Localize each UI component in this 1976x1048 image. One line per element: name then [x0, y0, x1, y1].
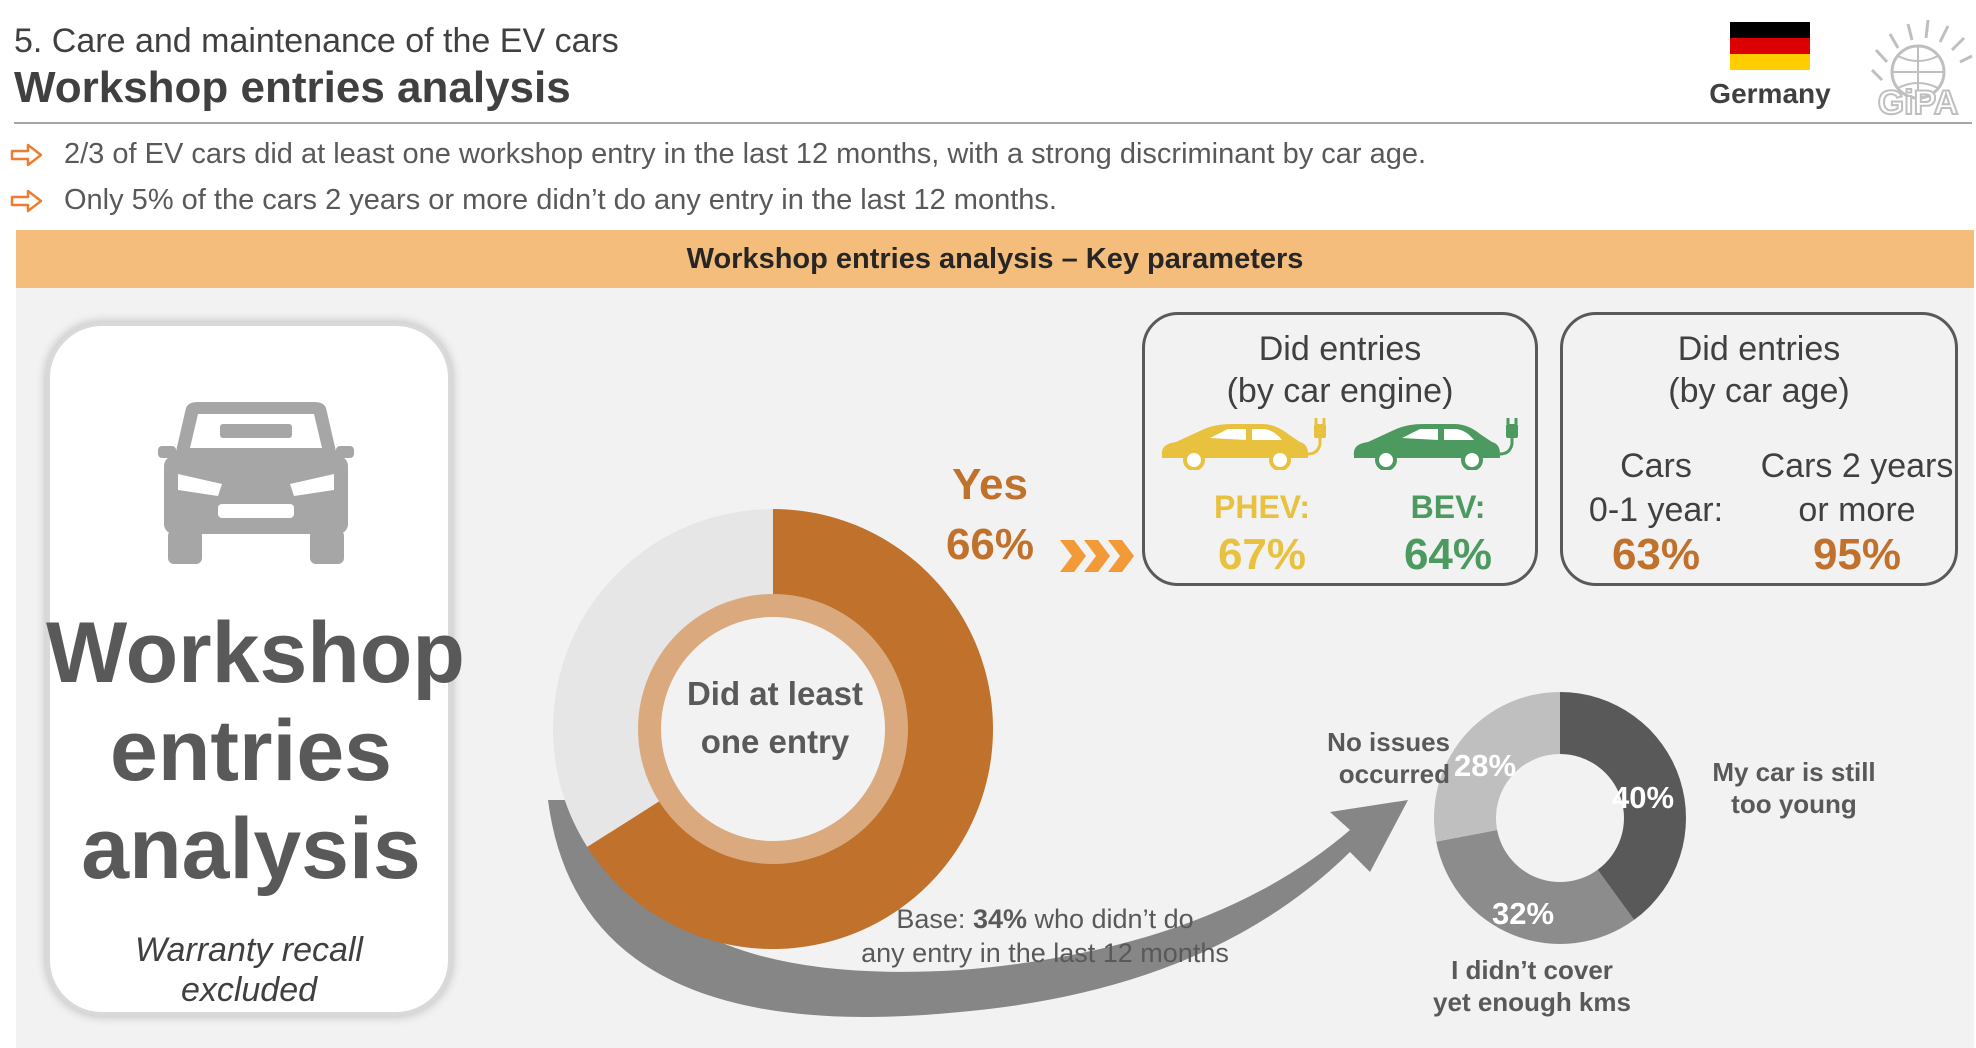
triple-chevron-icon	[1060, 540, 1134, 572]
main-donut-slice-1	[553, 509, 773, 847]
donut-center-line: Did at least	[686, 675, 864, 712]
reason-donut-slice-1	[1436, 829, 1635, 945]
base-note-rest: who didn’t do	[1026, 904, 1194, 934]
base-note-line-2: any entry in the last 12 months	[861, 938, 1229, 968]
yes-label: Yes 66%	[920, 455, 1060, 575]
age-label-line: Cars 2 years	[1760, 447, 1954, 485]
small-donut	[1434, 692, 1686, 945]
age-box-title: Did entries (by car age)	[1560, 328, 1958, 412]
age-young-label: Cars 0-1 year:	[1566, 444, 1746, 532]
bev-label: BEV:	[1410, 489, 1486, 525]
base-note: Base: 34% who didn’t do any entry in the…	[840, 902, 1250, 970]
age-old-label: Cars 2 years or more	[1752, 444, 1962, 532]
donut-center-label: Did at least one entry	[660, 670, 890, 766]
card-note: Warranty recall excluded	[46, 930, 452, 1010]
main-donut-slice-0	[587, 509, 994, 950]
curved-arrow	[548, 800, 1408, 1018]
reason-pct-no-issues: 28%	[1454, 748, 1517, 783]
reason-pct-kms: 32%	[1492, 896, 1555, 931]
bullet-2: Only 5% of the cars 2 years or more didn…	[10, 184, 1057, 217]
phev-value: 67%	[1217, 530, 1307, 579]
age-old-value: 95%	[1812, 530, 1902, 579]
slide-title: Workshop entries analysis	[14, 63, 571, 112]
car-front-icon	[158, 402, 354, 564]
reason-label-no-issues: No issues occurred	[1300, 726, 1450, 790]
donut-center-line: one entry	[700, 723, 850, 760]
plug-in-hybrid-car-icon	[1161, 418, 1326, 470]
logo-text: GiPA	[1878, 84, 1959, 120]
arrow-right-icon	[10, 189, 43, 212]
country-label: Germany	[1709, 78, 1831, 109]
card-title-line: entries	[109, 703, 393, 799]
engine-box-title-line: (by car engine)	[1226, 372, 1454, 410]
engine-box	[1142, 312, 1538, 586]
gipa-logo: GiPA	[1862, 10, 1974, 123]
reason-donut-slice-0	[1560, 692, 1686, 920]
age-box	[1560, 312, 1958, 586]
bullet-1-text: 2/3 of EV cars did at least one workshop…	[64, 138, 1427, 170]
reason-pct-too-young: 40%	[1612, 780, 1675, 815]
reason-label-line: My car is still	[1712, 757, 1876, 787]
base-note-prefix: Base:	[896, 904, 973, 934]
reason-label-kms: I didn’t cover yet enough kms	[1400, 954, 1664, 1018]
section-band-label: Workshop entries analysis – Key paramete…	[686, 243, 1304, 275]
yes-word: Yes	[952, 460, 1028, 509]
reason-label-line: occurred	[1338, 759, 1450, 789]
card-title: Workshop entries analysis	[46, 604, 465, 898]
card-note-line: excluded	[180, 971, 318, 1009]
card-note-line: Warranty recall	[135, 931, 363, 969]
age-label-line: Cars	[1620, 447, 1692, 485]
engine-box-title: Did entries (by car engine)	[1142, 328, 1538, 412]
section-band: Workshop entries analysis – Key paramete…	[16, 230, 1974, 288]
reason-donut-slice-2	[1434, 692, 1560, 842]
reason-label-line: too young	[1731, 789, 1857, 819]
donut-hole	[661, 617, 885, 841]
reason-label-line: No issues	[1327, 727, 1450, 757]
reason-label-line: I didn’t cover	[1451, 955, 1613, 985]
base-note-line-1: Base: 34% who didn’t do	[840, 902, 1250, 936]
age-label-line: or more	[1798, 491, 1916, 529]
card-title-line: analysis	[81, 801, 421, 897]
card-title-line: Workshop	[46, 605, 465, 701]
age-label-line: 0-1 year:	[1588, 491, 1724, 529]
age-box-title-line: (by car age)	[1668, 372, 1850, 410]
phev-label: PHEV:	[1213, 489, 1311, 525]
electric-car-icon	[1353, 418, 1518, 470]
main-donut	[553, 509, 994, 950]
bullet-2-text: Only 5% of the cars 2 years or more didn…	[64, 184, 1057, 216]
engine-box-title-line: Did entries	[1258, 330, 1422, 368]
age-young-value: 63%	[1611, 530, 1701, 579]
slide-subtitle: 5. Care and maintenance of the EV cars	[14, 22, 619, 60]
header-divider	[14, 122, 1972, 124]
germany-flag-icon	[1730, 22, 1810, 70]
base-note-pct: 34%	[972, 904, 1027, 934]
yes-percentage: 66%	[945, 520, 1035, 569]
bullet-1: 2/3 of EV cars did at least one workshop…	[10, 138, 1426, 171]
bev-value: 64%	[1403, 530, 1493, 579]
reason-label-too-young: My car is still too young	[1674, 756, 1914, 820]
age-box-title-line: Did entries	[1677, 330, 1841, 368]
arrow-right-icon	[10, 143, 43, 166]
reason-label-line: yet enough kms	[1433, 987, 1631, 1017]
